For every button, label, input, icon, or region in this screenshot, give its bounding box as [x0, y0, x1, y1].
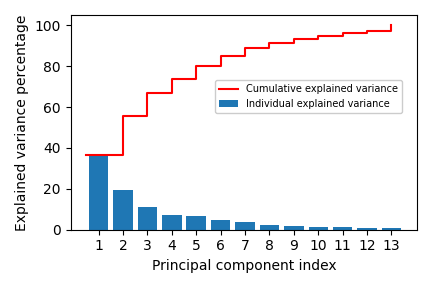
Bar	[138, 207, 157, 230]
Cumulative explained variance	[145, 92, 150, 95]
Bar	[333, 227, 353, 230]
Cumulative explained variance	[340, 31, 345, 35]
Bar	[284, 226, 304, 230]
Cumulative explained variance	[389, 24, 394, 27]
Y-axis label: Explained variance percentage: Explained variance percentage	[15, 14, 29, 231]
Cumulative explained variance	[121, 114, 126, 118]
Bar	[162, 215, 181, 230]
Cumulative explained variance	[96, 153, 101, 157]
Cumulative explained variance	[194, 64, 199, 67]
Bar	[211, 220, 230, 230]
Cumulative explained variance	[316, 35, 321, 38]
Cumulative explained variance	[218, 54, 223, 58]
Bar	[113, 190, 133, 230]
Cumulative explained variance	[291, 37, 296, 41]
Bar	[308, 227, 328, 230]
Cumulative explained variance	[84, 153, 89, 157]
Bar	[357, 228, 377, 230]
Bar	[235, 222, 255, 230]
Bar	[187, 216, 206, 230]
Bar	[260, 225, 279, 230]
Bar	[382, 228, 401, 230]
Bar	[89, 155, 108, 230]
Cumulative explained variance	[365, 29, 370, 33]
Cumulative explained variance	[242, 46, 248, 50]
Line: Cumulative explained variance: Cumulative explained variance	[86, 25, 391, 155]
X-axis label: Principal component index: Principal component index	[152, 259, 336, 273]
Legend: Cumulative explained variance, Individual explained variance: Cumulative explained variance, Individua…	[215, 80, 402, 113]
Cumulative explained variance	[267, 41, 272, 45]
Cumulative explained variance	[169, 77, 175, 81]
